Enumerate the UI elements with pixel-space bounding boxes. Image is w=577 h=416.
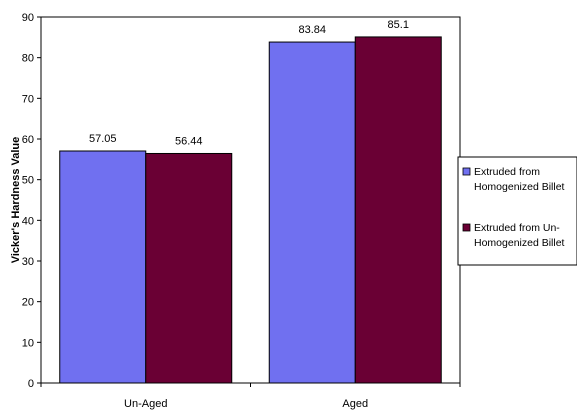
x-axis-labels: Un-Aged Aged (40, 383, 461, 410)
bar-homogenized (268, 41, 356, 384)
legend-box (457, 156, 577, 266)
y-tick-label: 10 (22, 337, 34, 349)
x-tick-label: Aged (342, 398, 368, 410)
bar-un-homogenized (354, 36, 442, 384)
data-label: 85.1 (388, 19, 409, 31)
data-labels-group: 57.05 56.44 83.84 85.1 (89, 19, 409, 148)
legend-label: Extruded from (474, 166, 540, 178)
legend-label: Homogenized Billet (474, 181, 565, 193)
legend-label: Homogenized Billet (474, 237, 565, 249)
bar-homogenized (59, 150, 147, 384)
x-tick-label: Un-Aged (124, 398, 167, 410)
data-label: 57.05 (89, 133, 117, 145)
y-tick-label: 20 (22, 297, 34, 309)
legend-swatch (462, 167, 471, 176)
y-tick-label: 60 (22, 134, 34, 146)
y-tick-label: 0 (28, 378, 34, 390)
data-label: 56.44 (175, 135, 203, 147)
y-axis-title: Vicker's Hardness Value (10, 137, 22, 264)
legend: Extruded from Homogenized Billet Extruded … (457, 156, 577, 266)
data-label: 83.84 (298, 24, 326, 36)
bar-un-homogenized (145, 152, 233, 384)
y-tick-label: 30 (22, 256, 34, 268)
y-tick-label: 40 (22, 215, 34, 227)
y-tick-label: 50 (22, 175, 34, 187)
y-axis-ticks: 0 10 20 30 40 50 60 70 80 90 (22, 12, 41, 390)
y-tick-label: 70 (22, 93, 34, 105)
legend-label: Extruded from Un- (474, 222, 560, 234)
legend-swatch (462, 223, 471, 232)
bars-group (59, 36, 442, 384)
y-tick-label: 80 (22, 53, 34, 65)
y-tick-label: 90 (22, 12, 34, 24)
